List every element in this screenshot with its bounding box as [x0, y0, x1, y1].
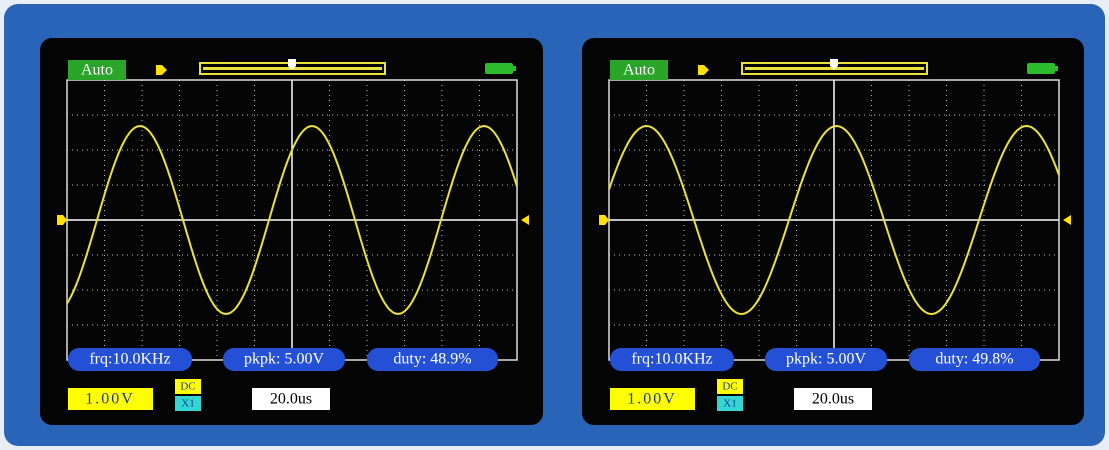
timebase-text: 20.0us — [270, 391, 312, 408]
volts-text: 1.00V — [85, 391, 135, 408]
measurement-text: duty: 49.8% — [935, 351, 1013, 368]
oscilloscope-screen: Auto frq:10.0KHz pkpk: 5.00V duty: 49.8% 1.0… — [582, 38, 1084, 425]
measurement-text: frq:10.0KHz — [631, 351, 712, 368]
battery — [485, 63, 513, 74]
mode-text: Auto — [81, 62, 113, 79]
measurement-text: pkpk: 5.00V — [786, 351, 866, 368]
battery-tip — [1055, 66, 1058, 71]
battery-tip — [513, 66, 516, 71]
coupling-text: DC — [180, 381, 195, 393]
battery — [1027, 63, 1055, 74]
measurement-text: duty: 48.9% — [393, 351, 471, 368]
oscilloscope-screen: Auto frq:10.0KHz pkpk: 5.00V duty: 48.9% 1.0… — [40, 38, 543, 425]
page: Auto frq:10.0KHz pkpk: 5.00V duty: 48.9% 1.0… — [0, 0, 1109, 450]
volts-text: 1.00V — [627, 391, 677, 408]
measurement-text: frq:10.0KHz — [89, 351, 170, 368]
coupling-text: DC — [722, 381, 737, 393]
probe-text: X1 — [723, 398, 736, 410]
measurement-text: pkpk: 5.00V — [244, 351, 324, 368]
mode-text: Auto — [623, 62, 655, 79]
probe-text: X1 — [181, 398, 194, 410]
timebase-text: 20.0us — [812, 391, 854, 408]
